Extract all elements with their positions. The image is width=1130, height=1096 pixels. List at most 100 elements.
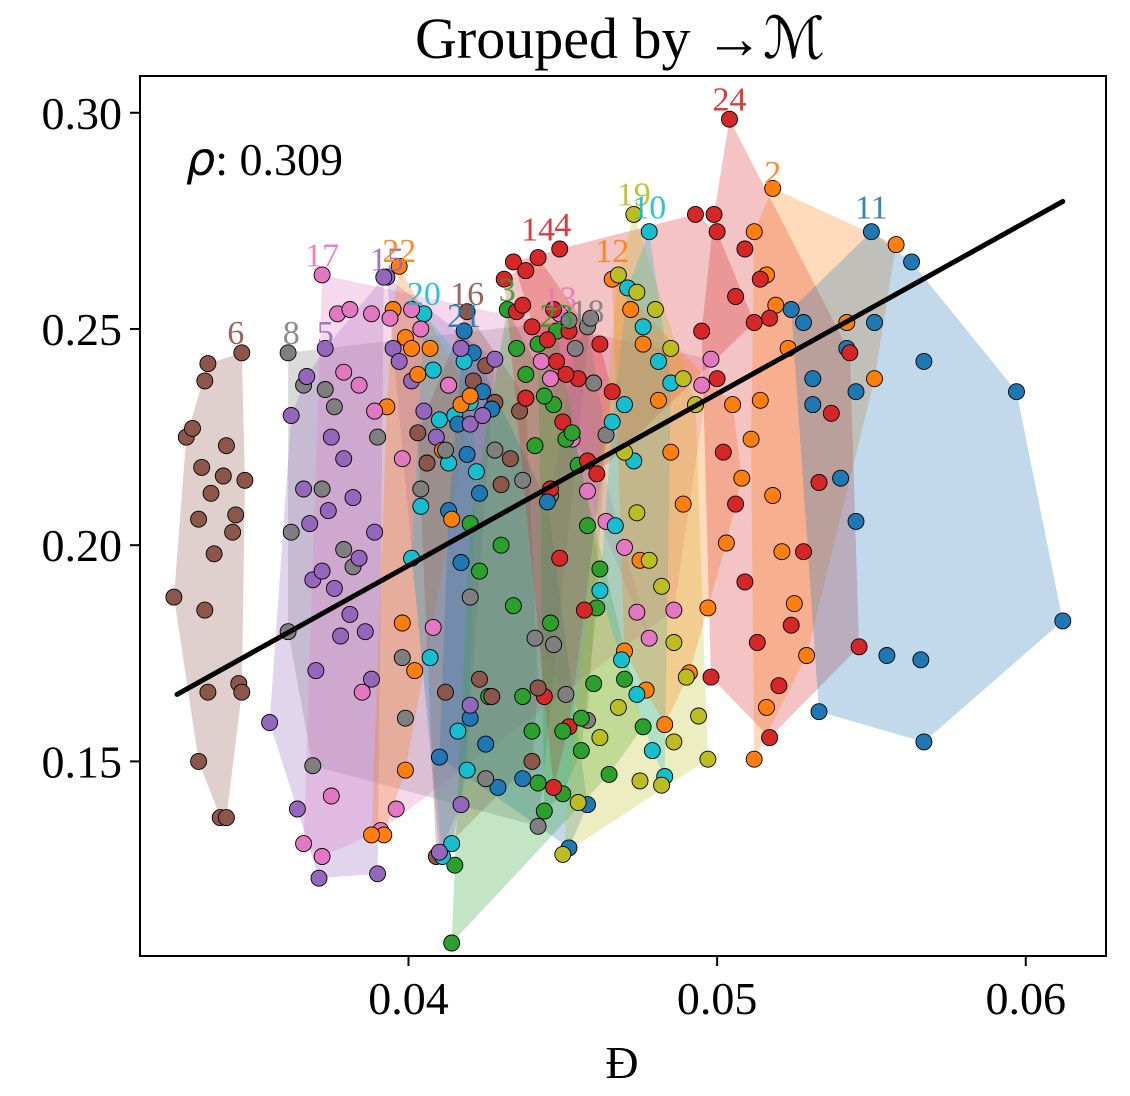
data-point-group-19	[690, 707, 708, 725]
rho-symbol: ρ	[186, 132, 215, 186]
data-point-group-2	[785, 595, 803, 613]
data-point-group-15	[486, 350, 504, 368]
data-point-group-2	[751, 391, 769, 409]
data-point-group-24	[708, 370, 726, 388]
data-point-group-3	[526, 437, 544, 455]
data-point-group-19	[625, 205, 643, 223]
data-point-group-17	[403, 301, 421, 318]
group-label-17: 17	[305, 237, 339, 274]
data-point-group-19	[609, 266, 627, 284]
data-point-group-11	[847, 383, 865, 401]
data-point-group-17	[702, 350, 720, 368]
data-point-group-15	[430, 843, 448, 861]
data-point-group-11	[915, 733, 933, 751]
data-point-group-14	[529, 249, 547, 267]
data-point-group-14	[495, 270, 513, 288]
data-point-group-12	[699, 599, 717, 617]
data-point-group-22	[421, 339, 439, 357]
data-point-group-13	[579, 482, 596, 500]
data-point-group-3	[572, 709, 590, 727]
svg-text:ρ: 0.309: ρ: 0.309	[186, 132, 343, 186]
data-point-group-8	[529, 817, 547, 835]
data-point-group-12	[717, 534, 735, 552]
data-point-group-6	[217, 809, 235, 827]
regression-line	[174, 198, 1066, 697]
data-point-group-17	[313, 848, 331, 865]
data-point-group-6	[217, 437, 235, 455]
data-point-group-17	[353, 683, 371, 701]
data-point-group-4	[504, 253, 522, 271]
data-point-group-8	[582, 309, 600, 327]
data-point-group-13	[532, 352, 550, 370]
data-point-group-6	[233, 344, 251, 362]
data-point-group-19	[628, 283, 646, 301]
data-point-group-22	[363, 826, 380, 844]
group-label-16: 16	[450, 276, 484, 313]
data-point-group-8	[514, 471, 532, 489]
data-point-group-8	[282, 523, 300, 541]
data-point-group-18	[566, 339, 584, 357]
data-point-group-8	[545, 636, 563, 654]
data-point-group-19	[631, 772, 649, 790]
data-point-group-11	[804, 396, 822, 414]
data-point-group-10	[640, 223, 658, 241]
data-point-group-8	[396, 709, 414, 727]
data-point-group-10	[643, 742, 661, 760]
data-point-group-5	[261, 714, 279, 731]
data-point-group-23	[579, 517, 596, 535]
data-point-group-2	[745, 223, 763, 241]
data-point-group-16	[492, 476, 510, 494]
data-point-group-16	[471, 670, 488, 688]
group-label-18: 18	[571, 294, 605, 331]
data-point-group-2	[764, 179, 782, 197]
data-point-group-23	[535, 802, 553, 820]
data-point-group-6	[199, 355, 217, 373]
data-point-group-22	[390, 257, 408, 275]
data-point-group-11	[912, 651, 930, 669]
data-point-group-17	[665, 601, 683, 619]
data-point-group-16	[418, 454, 436, 472]
data-point-group-8	[369, 428, 387, 446]
data-point-group-19	[640, 551, 658, 569]
group-label-6: 6	[227, 315, 244, 352]
data-point-group-5	[369, 865, 387, 883]
data-point-group-20	[449, 722, 467, 740]
data-point-group-6	[193, 458, 211, 476]
rho-value: : 0.309	[215, 134, 343, 185]
group-hull-14	[504, 257, 613, 788]
data-points	[165, 110, 1072, 952]
group-label-12: 12	[595, 233, 629, 270]
data-point-group-5	[375, 268, 393, 286]
x-axis-label: Đ	[605, 1037, 638, 1088]
data-point-group-22	[443, 510, 461, 528]
data-point-group-3	[542, 614, 559, 632]
data-point-group-21	[458, 445, 476, 463]
data-point-group-24	[770, 677, 788, 695]
data-point-group-19	[674, 370, 692, 388]
group-label-8: 8	[283, 315, 300, 352]
data-point-group-10	[628, 685, 646, 703]
data-point-group-14	[548, 352, 566, 370]
data-point-group-16	[523, 752, 541, 770]
data-point-group-3	[563, 424, 581, 442]
data-point-group-19	[665, 733, 683, 751]
group-hull-2	[751, 188, 897, 760]
data-point-group-8	[279, 344, 297, 362]
data-point-group-19	[628, 504, 646, 522]
data-point-group-5	[335, 450, 353, 468]
data-point-group-24	[782, 616, 800, 634]
data-point-group-20	[424, 361, 442, 379]
data-point-group-19	[554, 845, 572, 863]
data-point-group-12	[662, 443, 680, 461]
data-point-group-11	[804, 370, 822, 388]
data-point-group-6	[233, 683, 251, 701]
data-point-group-3	[517, 365, 535, 383]
data-point-group-14	[557, 365, 575, 383]
x-tick-label: 0.05	[677, 973, 758, 1024]
data-point-group-22	[403, 339, 421, 357]
group-label-22: 22	[382, 233, 416, 270]
data-point-group-22	[409, 365, 427, 383]
data-point-group-22	[393, 614, 411, 632]
data-point-group-15	[415, 402, 433, 420]
data-point-group-2	[764, 487, 782, 504]
